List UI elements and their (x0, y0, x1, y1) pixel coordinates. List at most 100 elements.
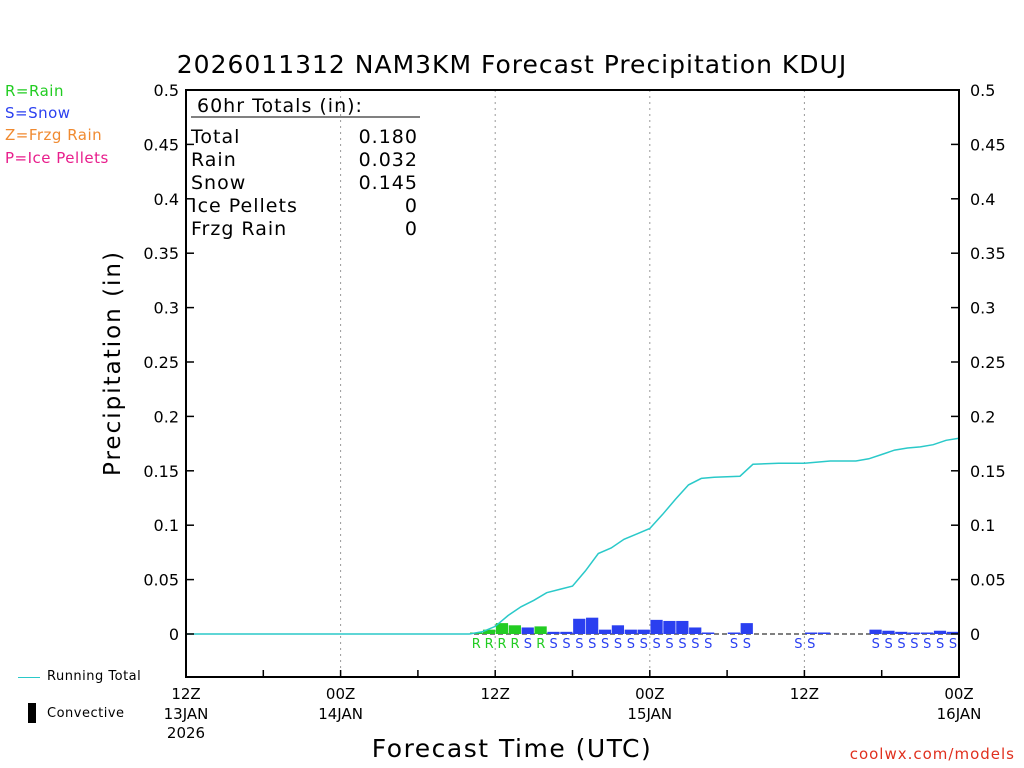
totals-value-3: 0 (405, 195, 418, 217)
totals-label-3: Ice Pellets (191, 195, 298, 217)
type-marker-15: S (665, 637, 673, 652)
precip-bar-4 (521, 627, 534, 634)
y-tick-label-left-4: 0.2 (154, 407, 179, 426)
type-marker-7: S (562, 637, 570, 652)
totals-header: 60hr Totals (in): (197, 95, 363, 117)
type-marker-9: S (588, 637, 596, 652)
x-axis-label: Forecast Time (UTC) (371, 734, 653, 763)
x-tick-date-3: 15JAN (627, 705, 672, 723)
type-marker-5: R (536, 637, 545, 652)
type-marker-19: S (730, 637, 738, 652)
totals-label-2: Snow (191, 172, 246, 194)
legend-ice-pellets: P=Ice Pellets (5, 149, 109, 167)
type-marker-24: S (884, 637, 892, 652)
x-tick-date-0: 13JAN (164, 705, 209, 723)
totals-label-4: Frzg Rain (191, 218, 287, 240)
type-marker-23: S (872, 637, 880, 652)
precip-bar-20 (740, 623, 753, 634)
plot-frame (185, 89, 960, 678)
y-tick-label-right-3: 0.15 (970, 462, 1006, 481)
totals-value-1: 0.032 (359, 149, 418, 171)
convective-legend-label: Convective (47, 706, 125, 721)
precip-bar-8 (573, 618, 586, 634)
precip-bar-24 (882, 630, 895, 634)
precip-bar-21 (805, 632, 818, 634)
x-tick-label-2: 12Z (481, 685, 510, 703)
y-tick-label-left-3: 0.15 (143, 462, 179, 481)
precip-bar-29 (946, 631, 959, 634)
y-tick-label-right-2: 0.1 (970, 516, 995, 535)
precip-bar-26 (908, 632, 921, 634)
type-marker-13: S (640, 637, 648, 652)
y-tick-label-left-10: 0.5 (154, 81, 179, 100)
type-marker-10: S (601, 637, 609, 652)
x-tick-year-0: 2026 (167, 724, 205, 742)
precip-bar-14 (650, 619, 663, 634)
x-tick-date-1: 14JAN (318, 705, 363, 723)
type-marker-14: S (653, 637, 661, 652)
y-tick-label-right-7: 0.35 (970, 244, 1006, 263)
precip-bar-3 (508, 625, 521, 634)
y-tick-label-right-6: 0.3 (970, 299, 995, 318)
precip-bar-23 (869, 629, 882, 634)
y-tick-label-left-1: 0.05 (143, 571, 179, 590)
x-tick-label-5: 00Z (944, 685, 973, 703)
y-tick-label-left-2: 0.1 (154, 516, 179, 535)
x-tick-label-4: 12Z (790, 685, 819, 703)
chart-title: 2026011312 NAM3KM Forecast Precipitation… (176, 50, 848, 79)
y-tick-label-right-10: 0.5 (970, 81, 995, 100)
y-tick-label-right-4: 0.2 (970, 407, 995, 426)
precip-bar-2 (495, 623, 509, 634)
totals-label-1: Rain (191, 149, 237, 171)
type-marker-22: S (807, 637, 815, 652)
precip-bar-5 (534, 626, 547, 634)
legend-frzg-rain: Z=Frzg Rain (5, 126, 103, 144)
type-marker-29: S (949, 637, 957, 652)
y-tick-label-left-0: 0 (169, 625, 179, 644)
precip-bar-7 (560, 631, 573, 634)
precip-bar-13 (637, 629, 650, 634)
type-marker-8: S (575, 637, 583, 652)
y-tick-label-right-1: 0.05 (970, 571, 1006, 590)
totals-value-0: 0.180 (359, 126, 418, 148)
type-marker-12: S (627, 637, 635, 652)
totals-label-0: Total (190, 126, 240, 148)
precip-bar-12 (624, 629, 637, 634)
type-marker-3: R (510, 637, 519, 652)
precip-bar-15 (663, 620, 676, 634)
y-tick-label-left-5: 0.25 (143, 353, 179, 372)
precip-bar-25 (895, 631, 908, 634)
x-tick-label-3: 00Z (635, 685, 664, 703)
precip-bar-9 (586, 617, 599, 634)
totals-value-2: 0.145 (359, 172, 418, 194)
running-total-legend-line (18, 677, 40, 678)
y-tick-label-right-5: 0.25 (970, 353, 1006, 372)
type-marker-1: R (485, 637, 494, 652)
precip-bar-6 (547, 631, 560, 634)
precip-bar-16 (676, 620, 689, 634)
convective-legend-swatch (28, 703, 36, 723)
precip-bar-1 (482, 629, 496, 634)
y-tick-label-left-9: 0.45 (143, 135, 179, 154)
x-tick-label-0: 12Z (171, 685, 200, 703)
precip-bar-28 (933, 630, 947, 634)
y-tick-label-left-7: 0.35 (143, 244, 179, 263)
y-tick-label-right-9: 0.45 (970, 135, 1006, 154)
totals-value-4: 0 (405, 218, 418, 240)
type-marker-4: S (524, 637, 532, 652)
legend-snow: S=Snow (5, 104, 71, 122)
type-marker-17: S (691, 637, 699, 652)
x-tick-date-5: 16JAN (937, 705, 982, 723)
precip-bar-17 (689, 627, 702, 634)
type-marker-0: R (472, 637, 481, 652)
precip-bar-22 (817, 632, 831, 634)
y-tick-label-right-0: 0 (970, 625, 980, 644)
type-marker-6: S (549, 637, 557, 652)
type-marker-26: S (910, 637, 918, 652)
type-marker-28: S (936, 637, 944, 652)
precip-bar-27 (920, 632, 934, 634)
type-marker-27: S (923, 637, 931, 652)
y-tick-label-left-8: 0.4 (154, 190, 179, 209)
precip-bar-19 (727, 632, 740, 634)
